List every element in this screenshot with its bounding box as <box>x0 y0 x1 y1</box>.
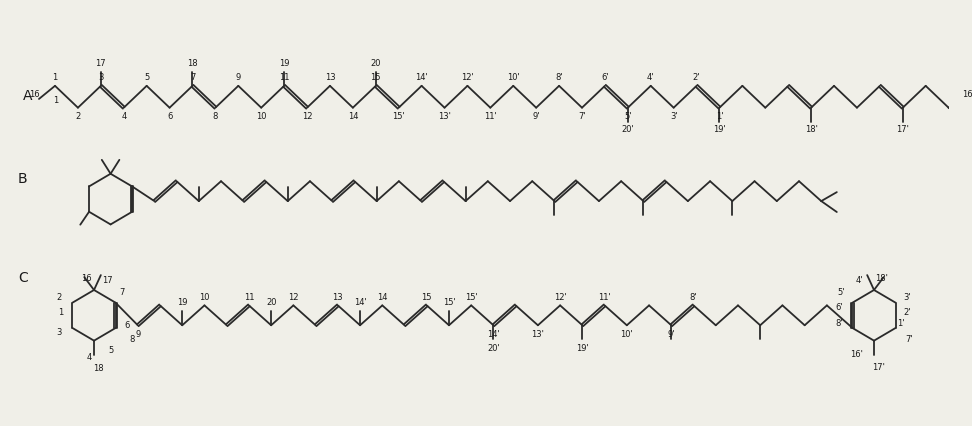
Text: 1: 1 <box>58 308 63 317</box>
Text: 6': 6' <box>835 303 843 312</box>
Text: 10': 10' <box>620 330 633 339</box>
Text: 15: 15 <box>370 73 381 82</box>
Text: 19': 19' <box>576 344 589 353</box>
Text: 20: 20 <box>370 59 381 68</box>
Text: 3: 3 <box>98 73 104 82</box>
Text: 19: 19 <box>177 298 188 307</box>
Text: 4: 4 <box>87 353 91 362</box>
Text: C: C <box>17 271 28 285</box>
Text: 17': 17' <box>896 125 909 134</box>
Text: 18: 18 <box>93 364 104 373</box>
Text: 15': 15' <box>465 293 477 302</box>
Text: 19': 19' <box>713 125 726 134</box>
Text: 14: 14 <box>348 112 358 121</box>
Text: 9: 9 <box>235 73 241 82</box>
Text: 17: 17 <box>95 59 106 68</box>
Text: 11': 11' <box>484 112 497 121</box>
Text: 15': 15' <box>393 112 405 121</box>
Text: 18': 18' <box>876 273 888 282</box>
Text: 6': 6' <box>601 73 608 82</box>
Text: 9': 9' <box>533 112 539 121</box>
Text: 3': 3' <box>670 112 677 121</box>
Text: 19: 19 <box>279 59 290 68</box>
Text: 11: 11 <box>244 293 254 302</box>
Text: 13': 13' <box>532 330 544 339</box>
Text: 17': 17' <box>873 363 885 372</box>
Text: 6: 6 <box>124 320 130 330</box>
Text: 8': 8' <box>690 293 697 302</box>
Text: 18': 18' <box>805 125 817 134</box>
Text: 6: 6 <box>167 112 172 121</box>
Text: 12': 12' <box>461 73 473 82</box>
Text: 20: 20 <box>266 298 276 307</box>
Text: 16': 16' <box>961 90 972 99</box>
Text: 15: 15 <box>422 293 432 302</box>
Text: A: A <box>23 89 32 103</box>
Text: 18: 18 <box>188 59 197 68</box>
Text: 14': 14' <box>354 298 366 307</box>
Text: 14: 14 <box>377 293 388 302</box>
Text: 8: 8 <box>213 112 218 121</box>
Text: 10: 10 <box>199 293 210 302</box>
Text: 4: 4 <box>122 112 126 121</box>
Text: 3': 3' <box>903 293 911 302</box>
Text: 2': 2' <box>693 73 700 82</box>
Text: 1: 1 <box>53 95 58 104</box>
Text: B: B <box>18 172 27 186</box>
Text: 9: 9 <box>135 330 140 339</box>
Text: 12: 12 <box>301 112 312 121</box>
Text: 13: 13 <box>332 293 343 302</box>
Text: 16: 16 <box>29 90 40 99</box>
Text: 10: 10 <box>256 112 266 121</box>
Text: 20': 20' <box>487 344 500 353</box>
Text: 16: 16 <box>81 273 91 282</box>
Text: 16': 16' <box>850 350 863 359</box>
Text: 4': 4' <box>855 276 863 285</box>
Text: 11: 11 <box>279 73 290 82</box>
Text: 12': 12' <box>554 293 567 302</box>
Text: 5': 5' <box>837 288 845 297</box>
Text: 7': 7' <box>905 335 913 344</box>
Text: 14': 14' <box>487 330 500 339</box>
Text: 7: 7 <box>190 73 195 82</box>
Text: 8': 8' <box>555 73 563 82</box>
Text: 7': 7' <box>578 112 586 121</box>
Text: 2': 2' <box>904 308 911 317</box>
Text: 10': 10' <box>506 73 520 82</box>
Text: 4': 4' <box>647 73 654 82</box>
Text: 13': 13' <box>438 112 451 121</box>
Text: 14': 14' <box>415 73 428 82</box>
Text: 13: 13 <box>325 73 335 82</box>
Text: 8: 8 <box>129 335 135 344</box>
Text: 1: 1 <box>52 73 57 82</box>
Text: 3: 3 <box>56 328 61 337</box>
Text: 20': 20' <box>621 125 634 134</box>
Text: 5: 5 <box>108 346 113 355</box>
Text: 9': 9' <box>668 330 675 339</box>
Text: 1': 1' <box>715 112 723 121</box>
Text: 15': 15' <box>442 298 455 307</box>
Text: 7: 7 <box>120 288 125 297</box>
Text: 12: 12 <box>288 293 298 302</box>
Text: 8': 8' <box>835 319 843 328</box>
Text: 5': 5' <box>624 112 632 121</box>
Text: 2: 2 <box>75 112 81 121</box>
Text: 1': 1' <box>896 319 904 328</box>
Text: 11': 11' <box>598 293 611 302</box>
Text: 2: 2 <box>56 293 61 302</box>
Text: 5: 5 <box>144 73 150 82</box>
Text: 17: 17 <box>102 276 113 285</box>
